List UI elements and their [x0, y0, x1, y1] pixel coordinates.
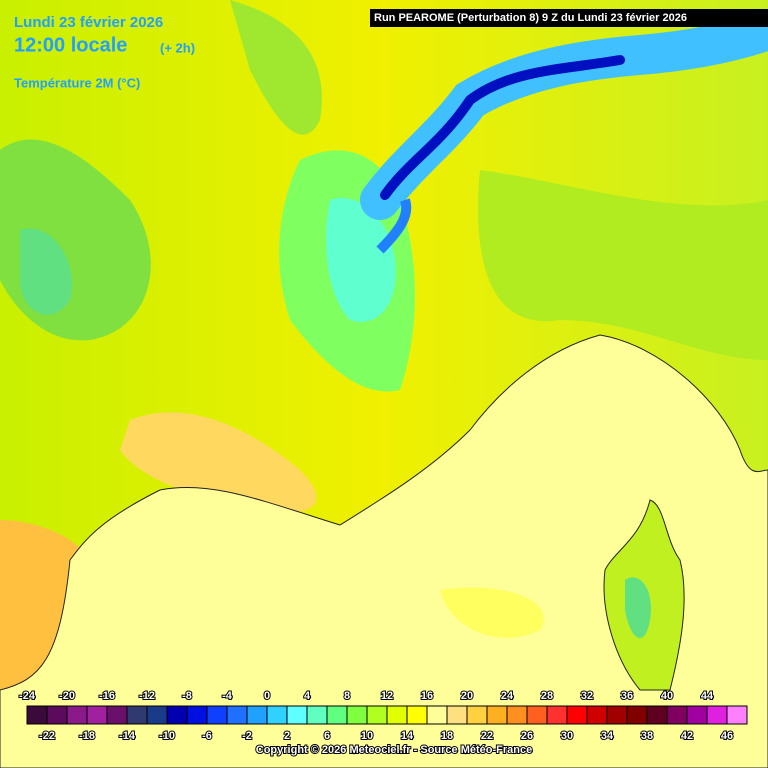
legend-label: 10 [361, 730, 373, 742]
legend-swatch [346, 705, 368, 725]
legend-label: -6 [202, 730, 212, 742]
run-banner [370, 9, 768, 27]
legend-label: 28 [541, 690, 553, 702]
legend-label: 16 [421, 690, 433, 702]
legend-swatch [566, 705, 588, 725]
legend-label: 40 [661, 690, 673, 702]
legend-label: 22 [481, 730, 493, 742]
legend-label: 42 [681, 730, 693, 742]
legend-swatch [706, 705, 728, 725]
legend-label: 14 [401, 730, 414, 742]
legend-label: 4 [304, 690, 311, 702]
legend-swatch [366, 705, 388, 725]
legend-swatch [546, 705, 568, 725]
legend-swatch [446, 705, 468, 725]
legend-swatch [26, 705, 48, 725]
legend-label: -18 [79, 730, 95, 742]
legend-swatch [86, 705, 108, 725]
legend-label: -16 [99, 690, 115, 702]
legend-label: -20 [59, 690, 75, 702]
legend-swatch [506, 705, 528, 725]
corsica-relief [625, 577, 651, 639]
legend-swatch [586, 705, 608, 725]
legend-swatch [226, 705, 248, 725]
legend: -24-22-20-18-16-14-12-10-8-6-4-202468101… [18, 689, 748, 743]
sea-zone [440, 587, 544, 638]
alps-peaks [380, 55, 625, 200]
legend-label: -14 [119, 730, 136, 742]
legend-swatch [206, 705, 228, 725]
legend-swatch [466, 705, 488, 725]
legend-swatch [66, 705, 88, 725]
legend-label: 20 [461, 690, 473, 702]
legend-label: -2 [242, 730, 252, 742]
legend-label: 2 [284, 730, 290, 742]
legend-label: 36 [621, 690, 633, 702]
legend-swatch [166, 705, 188, 725]
prealps [326, 198, 396, 322]
legend-label: 44 [701, 690, 714, 702]
run-label: Run PEAROME (Perturbation 8) 9 Z du Lund… [374, 12, 687, 24]
legend-swatch [186, 705, 208, 725]
legend-swatch [646, 705, 668, 725]
legend-swatch [306, 705, 328, 725]
legend-swatch [686, 705, 708, 725]
warm-zone [120, 412, 317, 513]
green-zone [478, 170, 768, 360]
legend-label: 32 [581, 690, 593, 702]
sea [0, 334, 768, 768]
legend-swatch [46, 705, 68, 725]
legend-label: 6 [324, 730, 330, 742]
legend-label: 24 [501, 690, 514, 702]
legend-label: 34 [601, 730, 614, 742]
copyright: Copyright © 2026 Meteociel.fr - Source M… [256, 744, 532, 756]
green-zone [20, 228, 72, 315]
legend-swatch [526, 705, 548, 725]
legend-swatch [266, 705, 288, 725]
legend-swatch [146, 705, 168, 725]
legend-swatch [126, 705, 148, 725]
date: Lundi 23 février 2026 [14, 14, 163, 31]
legend-swatch [406, 705, 428, 725]
legend-swatch [286, 705, 308, 725]
legend-swatch [606, 705, 628, 725]
legend-swatch [726, 705, 748, 725]
legend-label: 18 [441, 730, 453, 742]
legend-label: 8 [344, 690, 350, 702]
legend-swatch [386, 705, 408, 725]
legend-label: 38 [641, 730, 653, 742]
legend-label: 46 [721, 730, 733, 742]
legend-swatch [106, 705, 128, 725]
legend-label: 30 [561, 730, 573, 742]
legend-swatch [246, 705, 268, 725]
green-zone [230, 0, 322, 135]
parameter: Température 2M (°C) [14, 75, 140, 90]
offset: (+ 2h) [160, 40, 195, 55]
legend-label: -8 [182, 690, 192, 702]
legend-label: -24 [19, 690, 36, 702]
legend-label: 12 [381, 690, 393, 702]
legend-label: 0 [264, 690, 270, 702]
legend-swatch [666, 705, 688, 725]
legend-label: -22 [39, 730, 55, 742]
legend-swatch [426, 705, 448, 725]
legend-label: -10 [159, 730, 175, 742]
legend-label: -12 [139, 690, 155, 702]
legend-label: -4 [222, 690, 233, 702]
legend-swatch [626, 705, 648, 725]
legend-swatch [486, 705, 508, 725]
legend-label: 26 [521, 730, 533, 742]
legend-swatch [326, 705, 348, 725]
alps-peaks [376, 198, 412, 254]
time: 12:00 locale [14, 34, 127, 56]
